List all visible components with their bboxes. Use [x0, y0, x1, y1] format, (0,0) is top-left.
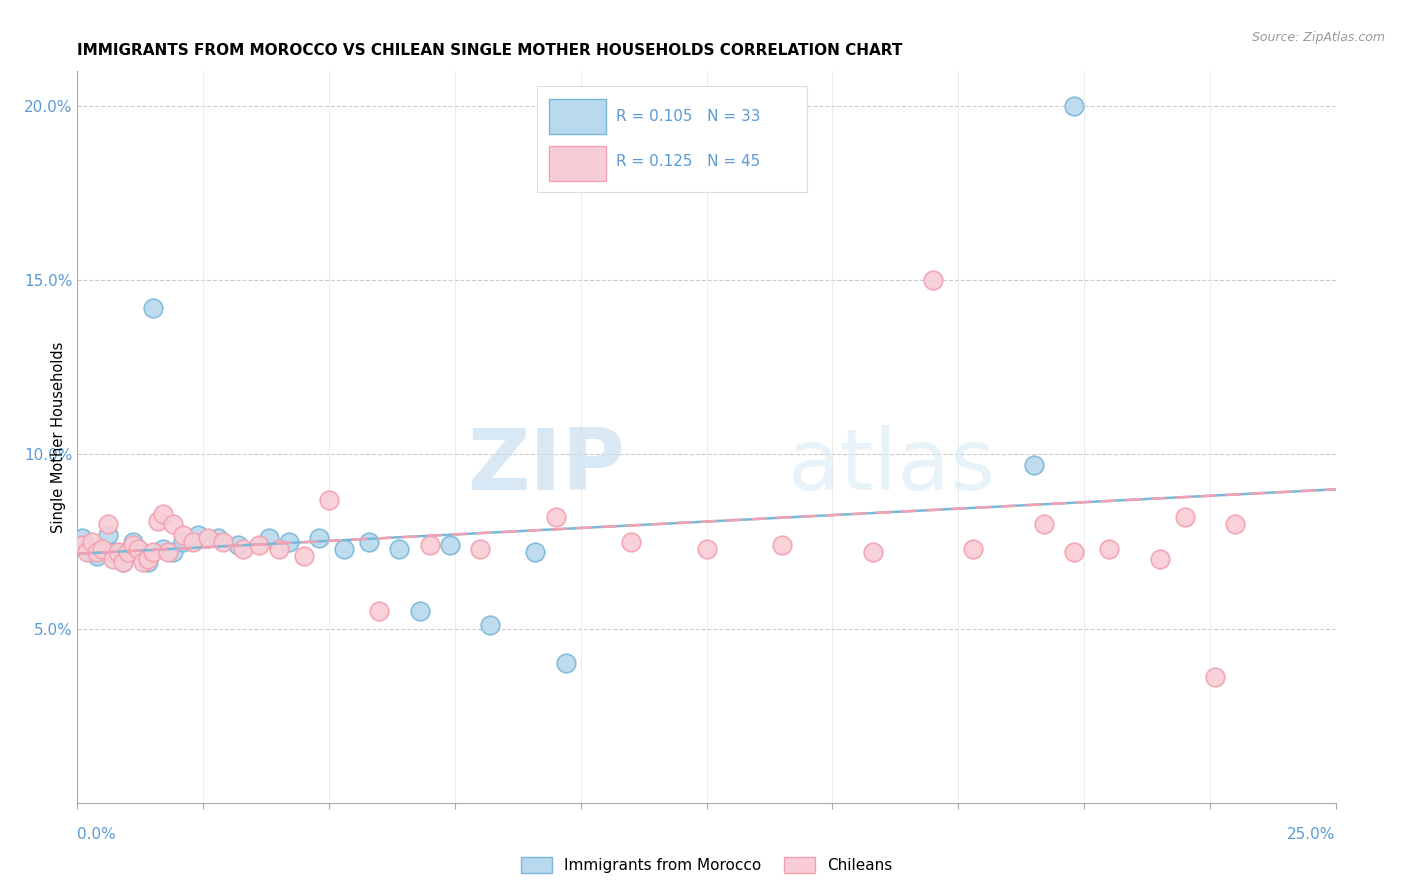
Point: [152, 507, 174, 521]
Point: [86, 545, 108, 559]
Point: [132, 556, 155, 570]
Point: [172, 534, 194, 549]
Text: R = 0.105   N = 33: R = 0.105 N = 33: [616, 109, 761, 124]
Point: [770, 538, 793, 552]
Text: ZIP: ZIP: [467, 425, 624, 508]
Point: [152, 541, 174, 556]
Point: [333, 541, 356, 556]
Point: [1149, 552, 1171, 566]
Legend: Immigrants from Morocco, Chileans: Immigrants from Morocco, Chileans: [515, 851, 898, 880]
Point: [142, 301, 165, 316]
Point: [468, 541, 491, 556]
Point: [127, 541, 149, 556]
Point: [82, 534, 104, 549]
Point: [247, 538, 270, 552]
Point: [292, 549, 315, 563]
Point: [107, 545, 129, 559]
Point: [439, 538, 461, 552]
Point: [136, 556, 159, 570]
Point: [72, 538, 94, 552]
FancyBboxPatch shape: [550, 146, 606, 181]
Point: [72, 531, 94, 545]
Point: [96, 527, 118, 541]
Point: [1032, 517, 1054, 532]
Point: [554, 657, 576, 671]
Point: [1098, 541, 1121, 556]
Point: [117, 545, 139, 559]
Point: [111, 556, 134, 570]
Point: [922, 273, 945, 287]
Point: [82, 545, 104, 559]
Point: [187, 527, 209, 541]
Point: [308, 531, 330, 545]
Point: [136, 552, 159, 566]
Text: 0.0%: 0.0%: [77, 827, 117, 841]
Point: [277, 534, 299, 549]
Point: [121, 534, 143, 549]
Point: [1223, 517, 1246, 532]
Point: [86, 549, 108, 563]
Point: [318, 492, 340, 507]
Point: [107, 549, 129, 563]
Point: [267, 541, 290, 556]
FancyBboxPatch shape: [537, 86, 807, 192]
Point: [696, 541, 718, 556]
Point: [544, 510, 567, 524]
Point: [962, 541, 984, 556]
Text: atlas: atlas: [789, 425, 997, 508]
Point: [212, 534, 235, 549]
Point: [207, 531, 229, 545]
Point: [408, 604, 430, 618]
Point: [1022, 458, 1045, 472]
Point: [91, 541, 114, 556]
Y-axis label: Single Mother Households: Single Mother Households: [51, 342, 66, 533]
Point: [197, 531, 219, 545]
Point: [91, 541, 114, 556]
Point: [76, 545, 98, 559]
Point: [232, 541, 254, 556]
Point: [76, 541, 98, 556]
Point: [111, 556, 134, 570]
Point: [1063, 545, 1085, 559]
Point: [101, 552, 124, 566]
Text: 25.0%: 25.0%: [1288, 827, 1336, 841]
Point: [146, 514, 169, 528]
Point: [359, 534, 381, 549]
Point: [121, 538, 143, 552]
Point: [479, 618, 502, 632]
Point: [162, 517, 184, 532]
Point: [1204, 670, 1226, 684]
Point: [524, 545, 547, 559]
Point: [101, 545, 124, 559]
Text: R = 0.125   N = 45: R = 0.125 N = 45: [616, 154, 761, 169]
Point: [127, 541, 149, 556]
Point: [142, 545, 165, 559]
Point: [172, 527, 194, 541]
Point: [620, 534, 643, 549]
Point: [228, 538, 250, 552]
Point: [156, 545, 179, 559]
Point: [419, 538, 441, 552]
Point: [368, 604, 391, 618]
Point: [117, 545, 139, 559]
Point: [96, 517, 118, 532]
Point: [162, 545, 184, 559]
FancyBboxPatch shape: [550, 99, 606, 134]
Point: [1174, 510, 1197, 524]
Text: IMMIGRANTS FROM MOROCCO VS CHILEAN SINGLE MOTHER HOUSEHOLDS CORRELATION CHART: IMMIGRANTS FROM MOROCCO VS CHILEAN SINGL…: [77, 43, 903, 58]
Text: Source: ZipAtlas.com: Source: ZipAtlas.com: [1251, 31, 1385, 45]
Point: [1063, 99, 1085, 113]
Point: [181, 534, 204, 549]
Point: [388, 541, 411, 556]
Point: [257, 531, 280, 545]
Point: [862, 545, 884, 559]
